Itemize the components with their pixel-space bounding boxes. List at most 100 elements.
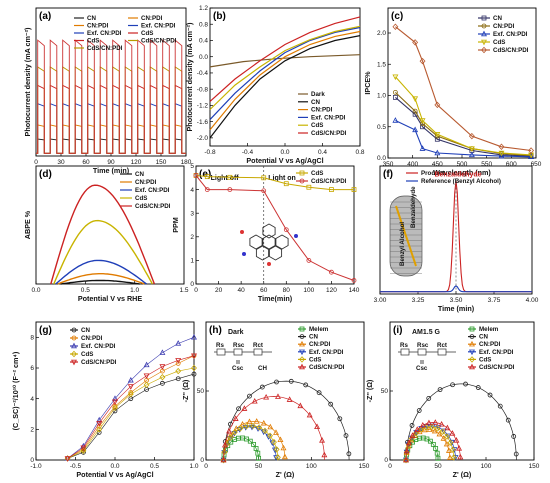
x-tick-label: 4.00 xyxy=(526,297,539,304)
panel-f: (f) 3.00 3.25 3.50 3.75 4.00 Time (min) Product… xyxy=(374,165,539,313)
panel-letter: (h) xyxy=(209,325,222,336)
nyquist-point xyxy=(434,450,440,456)
nyquist-point xyxy=(428,423,435,431)
nyquist-point xyxy=(280,444,287,451)
x-tick-label: 550 xyxy=(481,161,492,168)
ipce-point xyxy=(498,152,505,159)
legend-marker xyxy=(481,15,487,21)
x-tick-label: 350 xyxy=(383,161,394,168)
tube-label-aldehyde: Benzaldehyde xyxy=(410,186,417,228)
plot-frame xyxy=(35,165,185,285)
x-axis-label: Wavelength (nm) xyxy=(433,168,491,177)
lsv-series xyxy=(209,16,361,102)
nyquist-point xyxy=(426,395,432,401)
legend-label: Exf. CN:PDI xyxy=(81,343,116,350)
x-tick-label: -0.4 xyxy=(242,149,254,156)
ms-point xyxy=(143,361,150,368)
legend-marker xyxy=(469,349,475,356)
legend-label: CN xyxy=(87,15,96,22)
legend-label: CdS xyxy=(81,351,93,358)
legend-label: CdS/CN:PDI xyxy=(135,203,171,210)
x-tick-label: 20 xyxy=(215,287,223,294)
nyquist-point xyxy=(435,455,441,461)
legend-label: CN xyxy=(135,171,144,178)
ms-point xyxy=(112,395,118,401)
nyquist-point xyxy=(271,447,278,454)
legend-label: CdS/CN:PDI xyxy=(141,38,177,45)
y-axis-label: ABPE % xyxy=(23,210,32,239)
x-tick-label: 3.50 xyxy=(450,297,463,304)
legend-label: Product xyxy=(421,170,444,177)
resistor-rsc xyxy=(233,348,243,356)
lsv-series xyxy=(209,30,361,131)
legend-label: CN:PDI xyxy=(309,341,331,348)
ipce-series xyxy=(394,76,532,156)
legend-label: CN:PDI xyxy=(141,15,163,22)
nyquist-point xyxy=(247,438,253,444)
legend-marker xyxy=(481,23,487,29)
ms-point xyxy=(191,353,197,360)
x-tick-label: 3.25 xyxy=(412,297,425,304)
ppm-point xyxy=(227,187,233,193)
nyquist-point xyxy=(277,436,284,443)
circuit-label: Rsc xyxy=(233,342,245,349)
ms-point xyxy=(175,367,182,375)
y-tick-label: 0.5 xyxy=(377,124,386,131)
nyquist-point xyxy=(273,455,280,461)
ms-point xyxy=(80,447,87,454)
ipce-point xyxy=(434,132,441,138)
ppm-point xyxy=(204,187,210,193)
x-tick-label: 150 xyxy=(156,159,167,166)
nyquist-point xyxy=(475,385,481,390)
legend-label: CN:PDI xyxy=(81,335,103,342)
condition-title: Dark xyxy=(228,329,244,336)
legend-marker xyxy=(71,359,77,366)
nyquist-point xyxy=(453,437,460,443)
legend-label: CN:PDI xyxy=(87,23,109,30)
legend-label: CN xyxy=(309,334,318,341)
circuit-label: Csc xyxy=(416,365,428,372)
nyquist-point xyxy=(251,398,258,404)
x-tick-label: 1.5 xyxy=(179,287,188,294)
nyquist-point xyxy=(449,430,456,436)
ipce-point xyxy=(412,126,419,133)
nyquist-point xyxy=(316,390,322,396)
ppm-point xyxy=(193,173,199,178)
ipce-point xyxy=(498,150,505,157)
abpe-curve xyxy=(60,279,140,285)
nyquist-point xyxy=(220,456,227,463)
oxygen-atom xyxy=(240,230,244,234)
nyquist-point xyxy=(450,454,457,461)
y-tick-label: 50 xyxy=(381,388,389,395)
condition-title: AM1.5 G xyxy=(412,329,441,336)
nyquist-point xyxy=(263,393,270,400)
y-tick-label: 4 xyxy=(190,187,194,194)
ppm-point xyxy=(329,187,334,193)
x-tick-label: 180 xyxy=(181,159,192,166)
y-tick-label: 1 xyxy=(190,258,194,265)
transient-series xyxy=(36,84,186,154)
x-tick-label: 100 xyxy=(303,287,314,294)
nyquist-point xyxy=(275,393,281,399)
legend-label: Dark xyxy=(311,91,325,98)
legend-marker xyxy=(299,178,305,184)
nitrogen-atom xyxy=(242,252,246,256)
ring-shape xyxy=(262,234,276,250)
x-tick-label: 150 xyxy=(359,463,370,470)
x-tick-label: 0 xyxy=(194,287,198,294)
ms-point xyxy=(127,384,134,390)
ipce-point xyxy=(434,101,441,109)
ppm-point xyxy=(306,184,312,190)
tube-label-alcohol: Benzyl Alcohol xyxy=(399,222,406,266)
legend-marker xyxy=(481,30,487,37)
legend-label: CdS/CN:PDI xyxy=(81,359,117,366)
ring-shape xyxy=(249,234,263,250)
nyquist-point xyxy=(438,420,445,427)
ms-point xyxy=(159,374,166,381)
panel-letter: (d) xyxy=(39,169,52,180)
nyquist-point xyxy=(409,423,415,428)
ms-point xyxy=(143,381,150,389)
ring-shape xyxy=(275,234,289,250)
ms-point xyxy=(143,373,150,380)
